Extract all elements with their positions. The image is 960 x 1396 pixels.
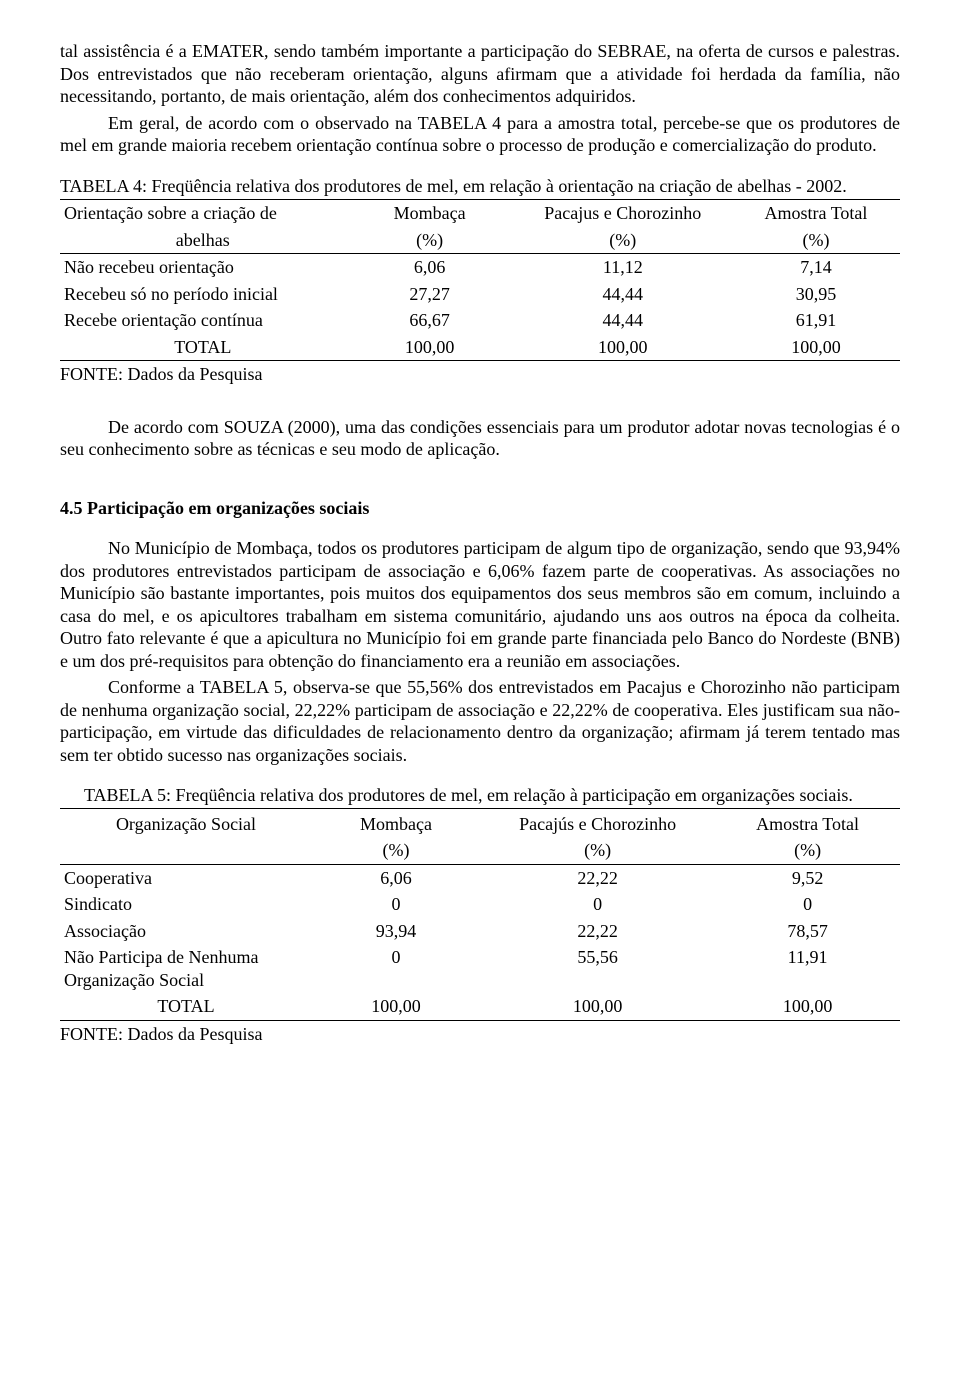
t5-h2c1: (%) (312, 837, 480, 864)
t4-r2c0: Recebe orientação contínua (60, 307, 346, 334)
t5-r1c1: 0 (312, 891, 480, 918)
t5-h1c0: Organização Social (60, 811, 312, 838)
paragraph-3: De acordo com SOUZA (2000), uma das cond… (60, 416, 900, 461)
t5-r2c0: Associação (60, 918, 312, 945)
t4-r1c2: 44,44 (514, 281, 732, 308)
t4-r1c0: Recebeu só no período inicial (60, 281, 346, 308)
table5-source: FONTE: Dados da Pesquisa (60, 1023, 900, 1046)
paragraph-1: tal assistência é a EMATER, sendo também… (60, 40, 900, 108)
t5-r0c2: 22,22 (480, 864, 715, 891)
t5-totc2: 100,00 (480, 993, 715, 1020)
t4-r0c1: 6,06 (346, 254, 514, 281)
t4-totc1: 100,00 (346, 334, 514, 361)
table5-caption: TABELA 5: Freqüência relativa dos produt… (60, 784, 900, 809)
section-4-5-heading: 4.5 Participação em organizações sociais (60, 497, 900, 520)
t5-r0c1: 6,06 (312, 864, 480, 891)
t4-totc3: 100,00 (732, 334, 900, 361)
table4-caption: TABELA 4: Freqüência relativa dos produt… (60, 175, 900, 198)
t5-h1c1: Mombaça (312, 811, 480, 838)
t4-h1c0: Orientação sobre a criação de (60, 200, 346, 227)
t4-r0c2: 11,12 (514, 254, 732, 281)
t4-totc2: 100,00 (514, 334, 732, 361)
t5-r0c3: 9,52 (715, 864, 900, 891)
t5-r1c3: 0 (715, 891, 900, 918)
t5-r2c3: 78,57 (715, 918, 900, 945)
t4-r0c0: Não recebeu orientação (60, 254, 346, 281)
t4-h2c3: (%) (732, 227, 900, 254)
t4-r0c3: 7,14 (732, 254, 900, 281)
paragraph-4: No Município de Mombaça, todos os produt… (60, 537, 900, 672)
t4-r2c3: 61,91 (732, 307, 900, 334)
table4: Orientação sobre a criação de Mombaça Pa… (60, 199, 900, 361)
t5-r2c1: 93,94 (312, 918, 480, 945)
t4-r2c1: 66,67 (346, 307, 514, 334)
table4-source: FONTE: Dados da Pesquisa (60, 363, 900, 386)
t5-r3c2: 55,56 (480, 944, 715, 993)
t5-r2c2: 22,22 (480, 918, 715, 945)
t4-h2c1: (%) (346, 227, 514, 254)
t4-r1c3: 30,95 (732, 281, 900, 308)
t5-r3c0: Não Participa de Nenhuma Organização Soc… (60, 944, 312, 993)
t5-h2c3: (%) (715, 837, 900, 864)
t5-h1c3: Amostra Total (715, 811, 900, 838)
t5-r3c3: 11,91 (715, 944, 900, 993)
paragraph-2: Em geral, de acordo com o observado na T… (60, 112, 900, 157)
t4-h2c0: abelhas (60, 227, 346, 254)
t5-r1c0: Sindicato (60, 891, 312, 918)
t4-totc0: TOTAL (60, 334, 346, 361)
t5-totc3: 100,00 (715, 993, 900, 1020)
t5-h2c0 (60, 837, 312, 864)
t5-r0c0: Cooperativa (60, 864, 312, 891)
t5-r3c1: 0 (312, 944, 480, 993)
t4-r1c1: 27,27 (346, 281, 514, 308)
t5-r1c2: 0 (480, 891, 715, 918)
t5-h2c2: (%) (480, 837, 715, 864)
table5: Organização Social Mombaça Pacajús e Cho… (60, 811, 900, 1021)
t4-h1c2: Pacajus e Chorozinho (514, 200, 732, 227)
t5-totc1: 100,00 (312, 993, 480, 1020)
t4-r2c2: 44,44 (514, 307, 732, 334)
t5-totc0: TOTAL (60, 993, 312, 1020)
paragraph-5: Conforme a TABELA 5, observa-se que 55,5… (60, 676, 900, 766)
t4-h2c2: (%) (514, 227, 732, 254)
t4-h1c1: Mombaça (346, 200, 514, 227)
t5-h1c2: Pacajús e Chorozinho (480, 811, 715, 838)
t4-h1c3: Amostra Total (732, 200, 900, 227)
